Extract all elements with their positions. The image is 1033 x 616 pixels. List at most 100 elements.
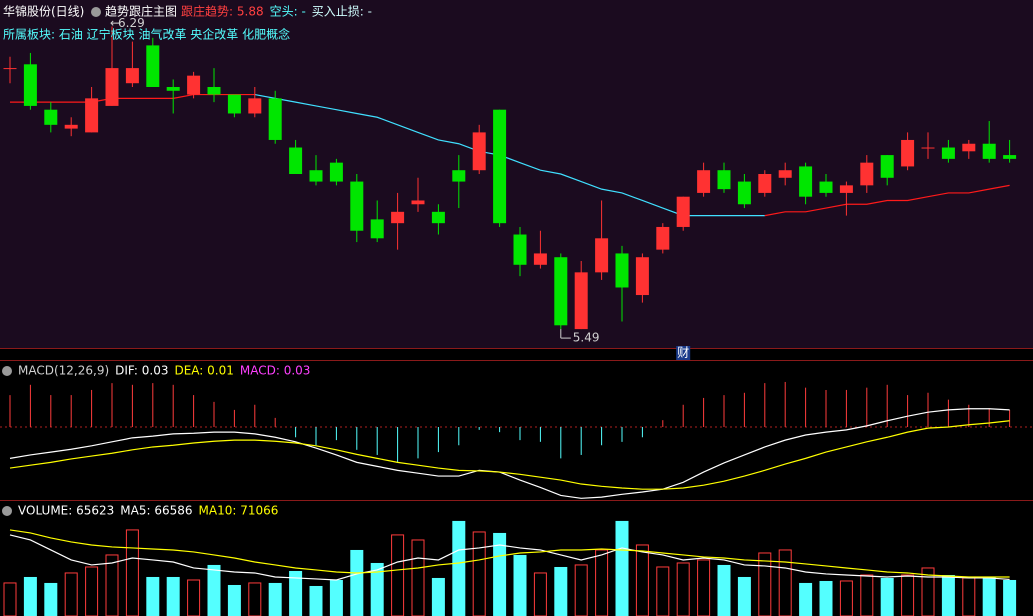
volume-bar (839, 580, 853, 616)
arrow: ← (110, 16, 120, 30)
event-marker-bg (676, 346, 691, 360)
volume-bar (105, 554, 119, 616)
volume-bar (676, 562, 690, 616)
legend-item: MA5: 66586 (120, 504, 192, 518)
candle-body (64, 124, 78, 129)
volume-bar (391, 534, 405, 616)
candle-body (309, 170, 323, 182)
candle-body (778, 170, 792, 178)
candle-body (329, 162, 343, 182)
volume-bar (289, 570, 303, 616)
volume-bar (656, 566, 670, 616)
candle-body (819, 181, 833, 193)
event-marker: 财 (677, 346, 689, 360)
candle-body (166, 87, 180, 91)
short-value: 空头: - (270, 5, 306, 19)
volume-bar (941, 574, 955, 616)
candle-body (431, 211, 445, 224)
volume-bar (452, 520, 466, 616)
stock-name: 华锦股份(日线) (3, 5, 84, 19)
candle-body (493, 109, 507, 224)
candle-body (227, 94, 241, 114)
volume-bar (23, 576, 37, 616)
stop-value: 买入止损: - (312, 5, 372, 19)
legend-item: VOLUME: 65623 (18, 504, 114, 518)
candle-body (452, 170, 466, 182)
volume-bar (962, 577, 976, 616)
legend-item: MACD(12,26,9) (18, 364, 109, 378)
candle-body (513, 234, 527, 265)
menu-icon[interactable] (91, 7, 101, 17)
volume-bar (125, 529, 139, 616)
volume-bar (350, 549, 364, 616)
volume-bar (207, 564, 221, 616)
volume-bar (1003, 579, 1017, 616)
candle-body (941, 147, 955, 159)
candle-body (85, 98, 99, 133)
volume-bar (778, 549, 792, 616)
volume-bar (860, 574, 874, 616)
legend-item: DIF: 0.03 (115, 364, 168, 378)
legend-item: MACD: 0.03 (240, 364, 311, 378)
candle-body (146, 45, 160, 87)
candle-body (472, 132, 486, 171)
candle-body (350, 181, 364, 231)
candle-body (901, 139, 915, 167)
candle-body (125, 68, 139, 84)
volume-bar (819, 580, 833, 616)
candle-body (574, 272, 588, 330)
volume-bar (595, 549, 609, 616)
volume-bar (493, 532, 507, 616)
volume-bar (146, 576, 160, 616)
candle-body (758, 174, 772, 193)
volume-bar (44, 582, 58, 616)
volume-bar (329, 579, 343, 616)
volume-bar (697, 559, 711, 616)
candle-body (676, 196, 690, 227)
candle-body (268, 98, 282, 140)
volume-bar (982, 576, 996, 616)
candle-body (860, 162, 874, 186)
candle-body (656, 226, 670, 250)
candle-body (105, 68, 119, 106)
volume-bar (85, 566, 99, 616)
candle-body (595, 238, 609, 273)
panel-menu-icon[interactable] (2, 366, 12, 376)
volume-ma-line (9, 534, 1010, 581)
volume-bar (309, 585, 323, 616)
high-label: 6.29 (118, 16, 145, 30)
candle-body (697, 170, 711, 193)
volume-ma-line (9, 529, 1010, 578)
candle-body (554, 257, 568, 326)
volume-bar (472, 531, 486, 616)
candle-body (289, 147, 303, 174)
low-label: 5.49 (573, 331, 600, 345)
volume-bar (411, 539, 425, 616)
volume-bar (227, 584, 241, 616)
candle-body (799, 166, 813, 197)
candle-body (411, 200, 425, 205)
candle-body (3, 68, 17, 70)
volume-bar (64, 572, 78, 616)
candle-body (717, 170, 731, 190)
volume-bar (799, 582, 813, 616)
candle-body (635, 257, 649, 296)
candle-body (737, 181, 751, 205)
candle-body (839, 185, 853, 193)
candle-body (880, 155, 894, 178)
volume-bar (513, 554, 527, 616)
volume-bar (3, 582, 17, 616)
volume-bar (370, 562, 384, 616)
candle-body (187, 75, 201, 95)
volume-bar (574, 564, 588, 616)
macd-line (9, 408, 1010, 499)
candle-body (44, 109, 58, 125)
volume-bar (635, 544, 649, 616)
sector-text: 所属板块: 石油 辽宁板块 油气改革 央企改革 化肥概念 (3, 27, 290, 42)
trend-value: 跟庄趋势: 5.88 (181, 4, 264, 19)
candle-body (1003, 155, 1017, 159)
volume-bar (166, 576, 180, 616)
panel-menu-icon[interactable] (2, 506, 12, 516)
